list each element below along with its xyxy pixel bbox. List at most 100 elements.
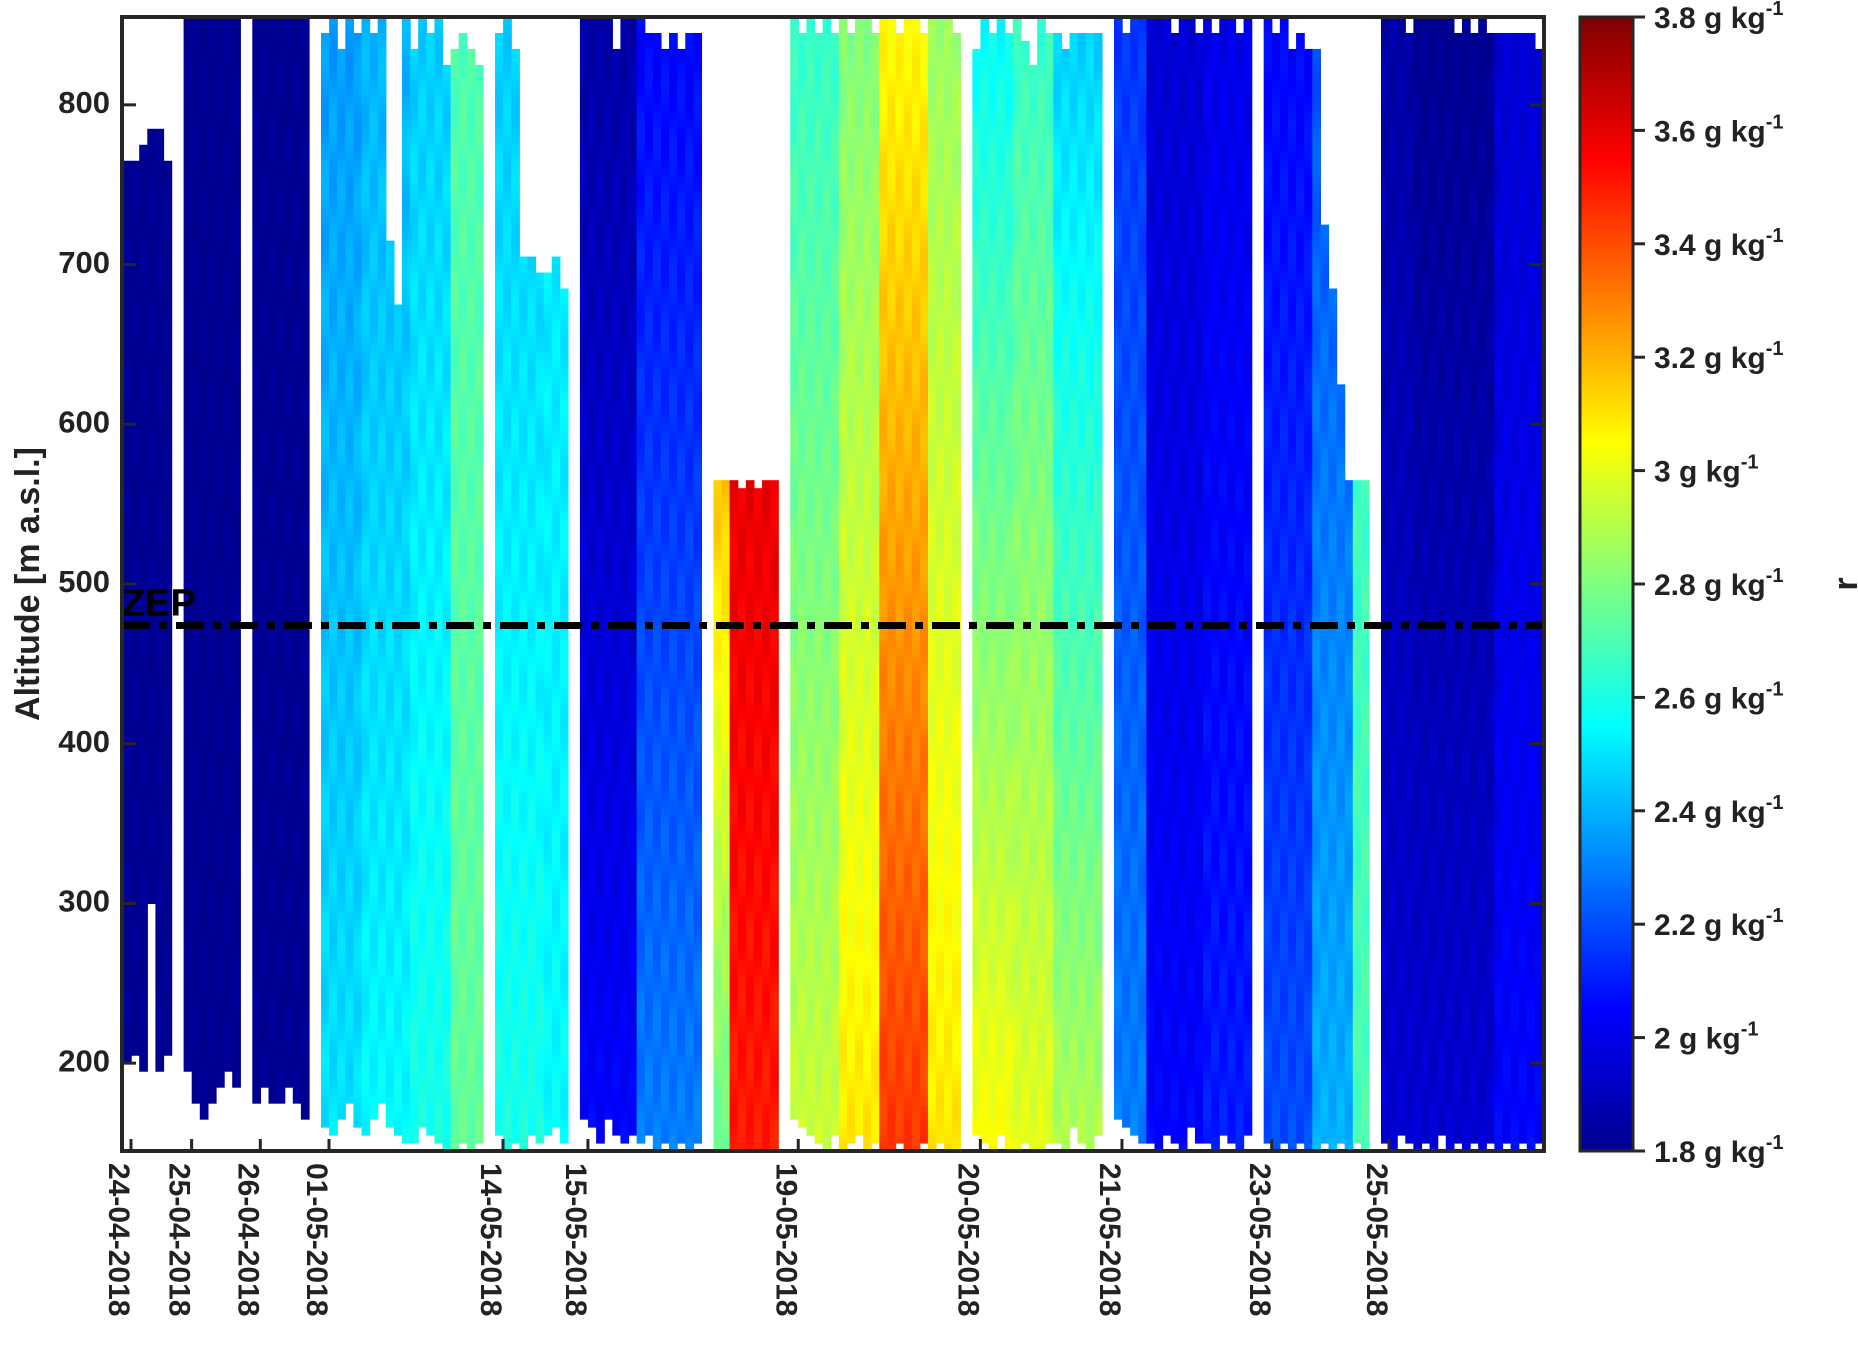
heatmap-cell [402, 897, 411, 906]
heatmap-cell [377, 305, 387, 314]
heatmap-cell [393, 1112, 403, 1122]
heatmap-cell [147, 480, 156, 490]
heatmap-cell [163, 552, 173, 562]
heatmap-cell [418, 865, 427, 874]
heatmap-cell [426, 1048, 436, 1058]
heatmap-cell [345, 353, 355, 362]
heatmap-cell [377, 1089, 387, 1098]
heatmap-cell [207, 673, 217, 682]
heatmap-cell [442, 840, 452, 850]
heatmap-cell [300, 489, 310, 498]
heatmap-cell [385, 384, 395, 394]
heatmap-cell [207, 25, 217, 34]
heatmap-cell [353, 288, 363, 298]
heatmap-cell [329, 1129, 338, 1136]
heatmap-cell [426, 832, 436, 842]
heatmap-cell [402, 33, 411, 42]
heatmap-column [260, 17, 270, 1088]
heatmap-cell [393, 952, 403, 962]
heatmap-cell [426, 288, 436, 298]
heatmap-cell [252, 953, 262, 962]
heatmap-cell [131, 1000, 140, 1010]
heatmap-cell [284, 457, 294, 466]
heatmap-cell [284, 281, 294, 290]
heatmap-cell [260, 265, 270, 274]
heatmap-cell [147, 384, 156, 394]
heatmap-cell [276, 937, 286, 946]
heatmap-cell [183, 929, 193, 938]
heatmap-cell [199, 1025, 209, 1034]
heatmap-cell [450, 888, 460, 898]
heatmap-cell [345, 657, 355, 666]
heatmap-cell [268, 1065, 278, 1074]
heatmap-cell [321, 808, 330, 818]
heatmap-cell [207, 297, 217, 306]
heatmap-cell [260, 257, 270, 266]
heatmap-cell [207, 681, 217, 690]
heatmap-cell [426, 32, 436, 42]
heatmap-cell [155, 992, 165, 1002]
heatmap-cell [329, 921, 338, 930]
heatmap-cell [385, 408, 395, 418]
heatmap-cell [123, 872, 132, 882]
heatmap-cell [458, 656, 468, 666]
heatmap-cell [369, 1048, 379, 1058]
heatmap-cell [410, 824, 419, 834]
heatmap-cell [123, 392, 132, 402]
heatmap-cell [321, 240, 330, 250]
heatmap-cell [284, 1081, 294, 1088]
heatmap-cell [385, 552, 395, 562]
heatmap-cell [434, 793, 444, 802]
heatmap-cell [300, 129, 310, 138]
heatmap-cell [123, 408, 132, 418]
heatmap-cell [139, 768, 148, 778]
heatmap-cell [321, 1000, 330, 1010]
heatmap-cell [183, 489, 193, 498]
heatmap-cell [369, 752, 379, 762]
heatmap-cell [284, 817, 294, 826]
heatmap-cell [361, 729, 371, 738]
heatmap-cell [268, 825, 278, 834]
heatmap-cell [434, 665, 444, 674]
heatmap-cell [191, 569, 201, 578]
heatmap-cell [199, 665, 209, 674]
heatmap-cell [458, 200, 468, 210]
heatmap-cell [292, 745, 302, 754]
heatmap-cell [232, 25, 241, 34]
heatmap-cell [123, 248, 132, 258]
heatmap-cell [418, 465, 427, 474]
heatmap-cell [385, 912, 395, 922]
heatmap-cell [224, 929, 233, 938]
heatmap-cell [139, 160, 148, 170]
heatmap-cell [131, 432, 140, 442]
heatmap-cell [385, 440, 395, 450]
heatmap-cell [385, 1016, 395, 1026]
heatmap-cell [123, 672, 132, 682]
heatmap-cell [207, 577, 217, 586]
heatmap-cell [207, 753, 217, 762]
heatmap-cell [292, 265, 302, 274]
heatmap-cell [191, 225, 201, 234]
heatmap-cell [402, 233, 411, 242]
heatmap-cell [268, 961, 278, 970]
heatmap-cell [345, 129, 355, 138]
heatmap-cell [361, 969, 371, 978]
heatmap-cell [402, 297, 411, 306]
heatmap-cell [361, 673, 371, 682]
heatmap-cell [252, 1097, 262, 1104]
heatmap-cell [369, 672, 379, 682]
heatmap-cell [155, 792, 165, 802]
heatmap-cell [163, 920, 173, 930]
heatmap-cell [329, 497, 338, 506]
heatmap-cell [199, 745, 209, 754]
heatmap-cell [434, 593, 444, 602]
heatmap-cell [284, 897, 294, 906]
heatmap-cell [252, 881, 262, 890]
heatmap-cell [260, 305, 270, 314]
heatmap-cell [292, 321, 302, 330]
heatmap-cell [450, 1016, 460, 1026]
heatmap-cell [139, 752, 148, 762]
heatmap-cell [385, 800, 395, 810]
heatmap-cell [385, 344, 395, 354]
heatmap-cell [337, 120, 346, 130]
